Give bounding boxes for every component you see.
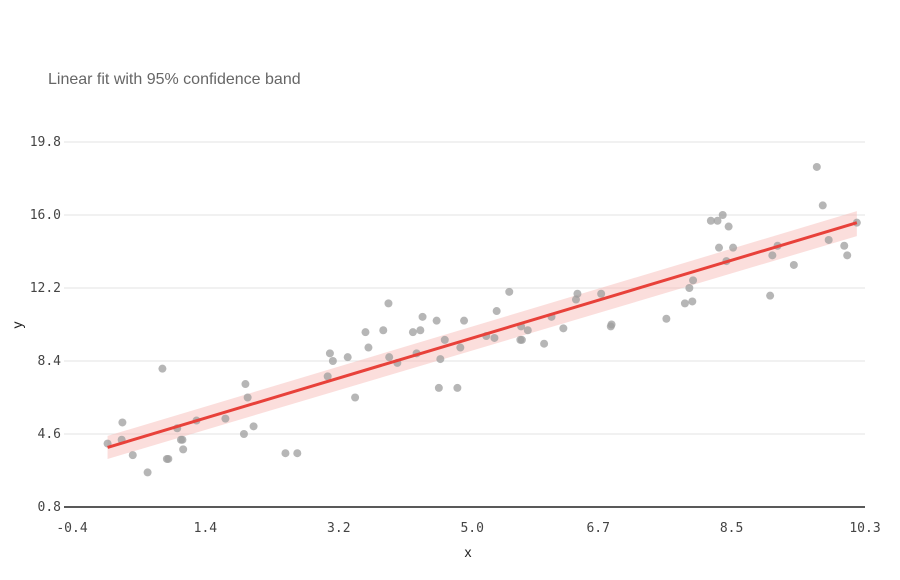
y-tick-label: 4.6	[38, 427, 61, 442]
data-point	[343, 353, 352, 362]
grid-lines	[64, 141, 865, 435]
data-point	[361, 328, 370, 337]
data-point	[460, 316, 469, 325]
data-point	[416, 326, 425, 335]
data-point	[680, 299, 689, 308]
data-point	[607, 320, 616, 329]
data-point	[293, 449, 302, 458]
data-point	[323, 372, 332, 381]
data-point	[221, 414, 230, 423]
data-point	[706, 216, 715, 225]
data-point	[164, 454, 173, 463]
y-tick-label: 12.2	[30, 281, 61, 296]
data-point	[143, 468, 152, 477]
x-tick-label: 8.5	[720, 521, 743, 536]
data-point	[559, 324, 568, 333]
data-point	[718, 211, 727, 219]
data-point	[766, 291, 775, 300]
y-tick-label: 0.8	[38, 500, 61, 515]
data-point	[456, 343, 465, 352]
data-point	[768, 251, 777, 260]
axes: 0.8 4.6 8.4 12.2 16.0 19.8 -0.4 1.4 3.2 5.0 6.7 8.5…	[30, 135, 881, 536]
data-point	[351, 393, 360, 402]
data-point	[379, 326, 388, 335]
data-point	[724, 222, 733, 231]
data-point	[840, 241, 849, 250]
data-point	[385, 353, 394, 362]
data-points	[103, 162, 861, 477]
x-tick-label: 10.3	[849, 521, 880, 536]
data-point	[818, 201, 827, 210]
data-point	[239, 430, 248, 438]
data-point	[384, 299, 393, 308]
data-point	[729, 243, 738, 252]
data-point	[432, 316, 441, 325]
data-point	[714, 243, 723, 252]
data-point	[179, 445, 188, 454]
x-axis-title: x	[465, 544, 472, 560]
y-axis-title: y	[9, 322, 25, 329]
x-tick-label: 5.0	[460, 521, 483, 536]
data-point	[178, 435, 187, 444]
data-point	[490, 333, 499, 342]
data-point	[843, 251, 852, 260]
data-point	[517, 335, 526, 344]
data-point	[789, 260, 798, 269]
x-tick-label: 6.7	[586, 521, 609, 536]
data-point	[688, 297, 697, 306]
data-point	[281, 449, 290, 458]
data-point	[440, 335, 449, 344]
data-point	[685, 284, 694, 292]
data-point	[453, 383, 462, 392]
data-point	[436, 355, 445, 364]
data-point	[364, 343, 373, 352]
data-point	[573, 289, 582, 298]
data-point	[540, 339, 549, 348]
data-point	[492, 307, 501, 316]
data-point	[418, 312, 427, 321]
fit-line	[107, 221, 858, 449]
y-tick-label: 8.4	[38, 354, 62, 369]
data-point	[662, 314, 671, 323]
data-point	[713, 216, 722, 225]
data-point	[325, 349, 334, 358]
y-tick-label: 16.0	[30, 208, 61, 223]
data-point	[689, 276, 698, 285]
y-tick-label: 19.8	[30, 135, 61, 150]
data-point	[824, 235, 833, 244]
data-point	[523, 326, 532, 335]
chart-title: Linear fit with 95% confidence band	[48, 71, 301, 88]
x-tick-label: -0.4	[56, 521, 87, 536]
data-point	[158, 364, 167, 373]
fit-line-layer	[107, 221, 858, 449]
data-point	[505, 287, 514, 296]
data-point	[597, 289, 606, 298]
data-point	[128, 451, 137, 460]
data-point	[241, 380, 250, 389]
data-point	[243, 393, 252, 402]
x-tick-label: 1.4	[194, 521, 218, 536]
data-point	[812, 162, 821, 171]
data-point	[118, 418, 127, 427]
data-point	[434, 383, 443, 392]
x-tick-label: 3.2	[327, 521, 350, 536]
data-point	[249, 422, 258, 431]
data-point	[408, 328, 417, 337]
data-point	[328, 357, 337, 365]
